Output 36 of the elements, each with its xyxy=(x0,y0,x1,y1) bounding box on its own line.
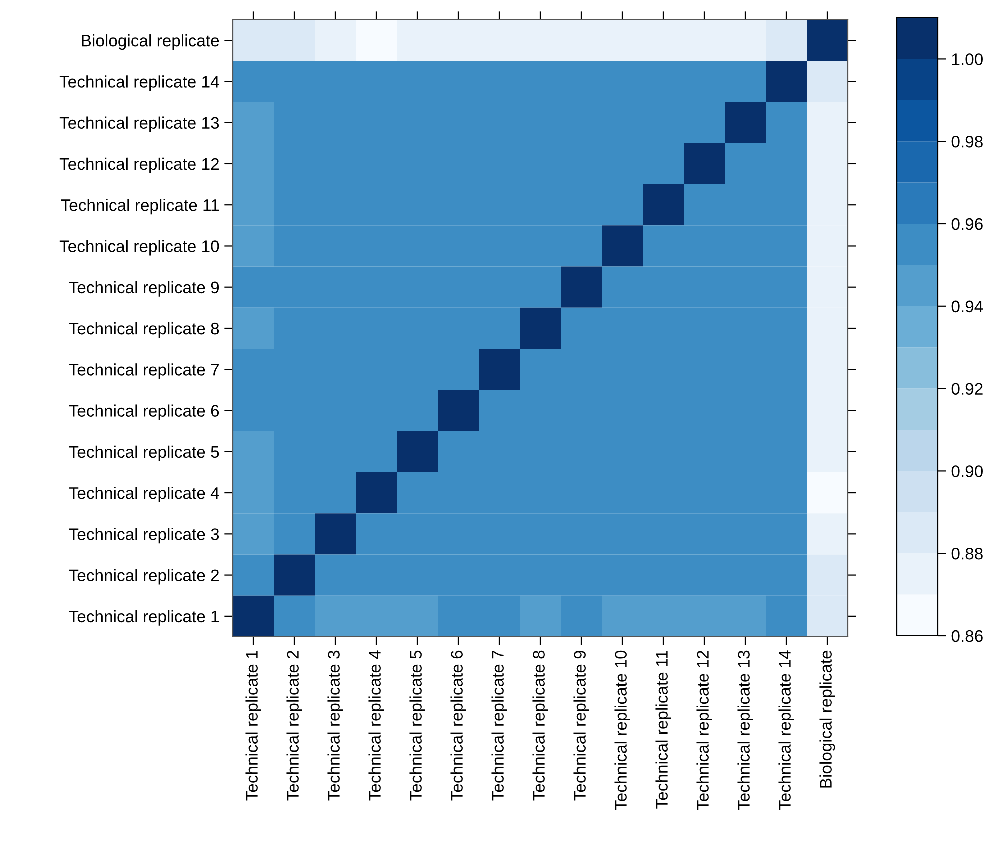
y-tick-label: Biological replicate xyxy=(82,34,220,50)
x-tick-label: Technical replicate 7 xyxy=(492,651,508,801)
y-tick-label: Technical replicate 14 xyxy=(60,76,220,92)
y-tick-label: Technical replicate 3 xyxy=(69,528,220,544)
y-tick-label: Technical replicate 7 xyxy=(69,364,219,380)
x-tick-label: Technical replicate 4 xyxy=(368,650,384,801)
y-tick-label: Technical replicate 8 xyxy=(69,322,220,338)
x-tick-label: Technical replicate 10 xyxy=(614,650,630,810)
x-tick-label: Technical replicate 3 xyxy=(328,650,344,801)
y-tick-label: Technical replicate 12 xyxy=(60,158,219,174)
y-tick-label: Technical replicate 1 xyxy=(69,610,219,626)
x-tick-label: Technical replicate 9 xyxy=(574,650,590,801)
x-tick-label: Technical replicate 12 xyxy=(696,651,712,810)
x-tick-label: Biological replicate xyxy=(820,650,836,788)
color-bar-label: 0.96 xyxy=(952,218,983,230)
color-bar-label: 0.94 xyxy=(952,300,984,313)
y-tick-label: Technical replicate 5 xyxy=(69,446,220,462)
color-bar-label: 0.86 xyxy=(952,630,983,642)
color-bar-label: 0.90 xyxy=(952,466,983,478)
y-tick-label: Technical replicate 13 xyxy=(60,116,220,132)
x-tick-label: Technical replicate 5 xyxy=(410,650,426,801)
y-tick-label: Technical replicate 11 xyxy=(61,199,220,215)
y-tick-label: Technical replicate 2 xyxy=(69,569,219,585)
x-tick-label: Technical replicate 8 xyxy=(532,650,548,801)
color-bar-label: 1.00 xyxy=(952,54,983,66)
x-tick-label: Technical replicate 6 xyxy=(450,650,466,801)
color-bar-label: 0.88 xyxy=(952,548,983,560)
x-tick-label: Technical replicate 11 xyxy=(656,650,672,809)
y-tick-label: Technical replicate 4 xyxy=(69,486,220,503)
x-tick-label: Technical replicate 13 xyxy=(738,650,754,810)
color-bar-label: 0.92 xyxy=(952,383,983,396)
y-tick-label: Technical replicate 10 xyxy=(60,240,220,256)
y-tick-label: Technical replicate 9 xyxy=(69,281,220,297)
y-tick-label: Technical replicate 6 xyxy=(69,404,220,420)
x-tick-label: Technical replicate 14 xyxy=(778,650,794,810)
color-bar-label: 0.98 xyxy=(952,136,983,148)
